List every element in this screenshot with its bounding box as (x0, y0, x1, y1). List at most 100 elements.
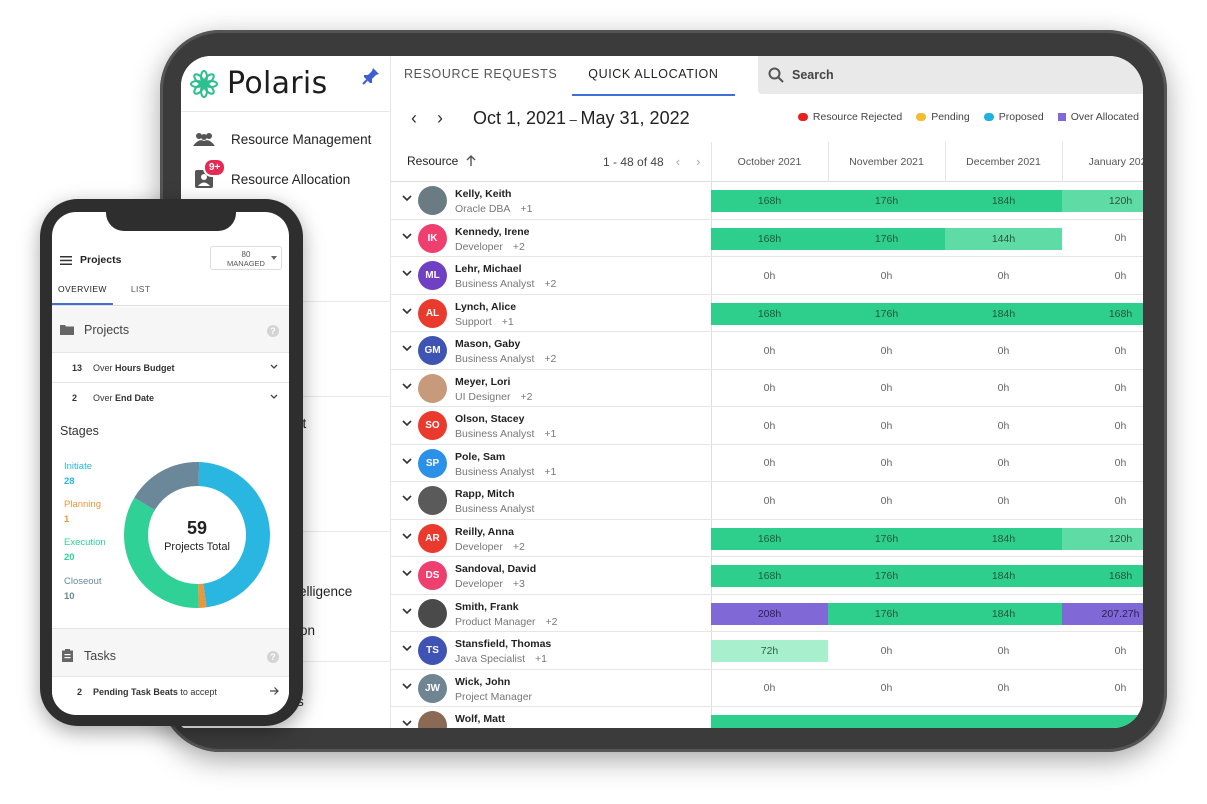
allocation-cell[interactable]: 0h (1114, 457, 1127, 469)
allocation-cell[interactable]: 0h (763, 419, 776, 432)
allocation-cell[interactable]: 0h (1114, 682, 1127, 694)
resource-column-header[interactable]: Resource (407, 154, 478, 168)
allocation-cell[interactable]: 168h (1062, 565, 1143, 587)
allocation-cell[interactable]: 0h (763, 382, 776, 394)
allocation-cell[interactable]: 72h (711, 640, 828, 662)
chevron-down-icon[interactable] (401, 605, 413, 617)
allocation-cell[interactable]: 168h (711, 527, 828, 550)
chevron-down-icon[interactable] (401, 267, 413, 279)
table-row[interactable]: DS Sandoval, David Developer +3 168h 176h 184h… (391, 557, 1143, 595)
resource-name[interactable]: Kennedy, Irene (455, 225, 530, 238)
allocation-cell[interactable]: 120h (1062, 527, 1143, 550)
allocation-cell[interactable]: 0h (763, 494, 776, 507)
tasks-section-header[interactable]: Tasks ? (52, 628, 289, 676)
table-row[interactable]: JW Wick, John Project Manager 0h 0h 0h 0h (391, 670, 1143, 707)
allocation-cell[interactable]: 184h (945, 302, 1062, 325)
resource-name[interactable]: Smith, Frank (455, 600, 519, 613)
menu-icon[interactable] (60, 256, 72, 265)
allocation-cell[interactable]: 168h (711, 565, 828, 587)
table-row[interactable]: GM Mason, Gaby Business Analyst +2 0h 0h 0h 0h (391, 332, 1143, 370)
resource-name[interactable]: Meyer, Lori (455, 375, 511, 388)
allocation-cell[interactable]: 184h (945, 602, 1062, 625)
tab-quick-allocation[interactable]: QUICK ALLOCATION (572, 56, 735, 96)
table-row[interactable]: Rapp, Mitch Business Analyst 0h 0h 0h 0h (391, 482, 1143, 520)
sidebar-item-resource-allocation[interactable]: 9+ Resource Allocation (193, 158, 350, 188)
allocation-cell[interactable]: 176h (828, 602, 945, 625)
allocation-cell[interactable]: 0h (880, 494, 893, 507)
help-icon[interactable]: ? (267, 651, 279, 663)
allocation-cell[interactable]: 168h (711, 190, 828, 212)
allocation-cell[interactable]: 0h (880, 382, 893, 394)
allocation-cell[interactable] (945, 715, 1062, 728)
donut-slice-execution[interactable] (123, 497, 199, 608)
resource-name[interactable]: Mason, Gaby (455, 338, 521, 350)
sidebar-item-partial[interactable]: elligence (299, 584, 353, 599)
allocation-cell[interactable]: 0h (880, 344, 893, 357)
resource-name[interactable]: Pole, Sam (455, 450, 506, 463)
resource-name[interactable]: Lynch, Alice (455, 300, 517, 313)
allocation-cell[interactable]: 0h (1114, 269, 1127, 282)
resource-name[interactable]: Reilly, Anna (455, 525, 514, 538)
resource-name[interactable]: Sandoval, David (455, 563, 537, 575)
chevron-down-icon[interactable] (401, 492, 413, 504)
table-row[interactable]: Kelly, Keith Oracle DBA +1 168h 176h 184h 120h (391, 182, 1143, 220)
allocation-cell[interactable]: 208h (711, 602, 828, 625)
chevron-down-icon[interactable] (401, 342, 413, 354)
donut-slice-closeout[interactable] (134, 462, 200, 510)
logo[interactable]: Polaris (189, 66, 328, 101)
chevron-down-icon[interactable] (401, 642, 413, 654)
next-arrow-icon[interactable]: › (437, 107, 443, 128)
sidebar-item-resource-management[interactable]: Resource Management (193, 130, 371, 148)
date-range[interactable]: Oct 1, 2021 – May 31, 2022 (473, 107, 690, 128)
allocation-cell[interactable]: 0h (997, 382, 1010, 394)
managed-dropdown[interactable]: 80 MANAGED (210, 246, 282, 270)
list-item[interactable]: 13 Over Hours Budget (52, 352, 289, 382)
table-row[interactable]: TS Stansfield, Thomas Java Specialist +1 72h… (391, 632, 1143, 670)
allocation-cell[interactable]: 0h (997, 269, 1010, 282)
pager-prev-icon[interactable]: ‹ (675, 154, 681, 169)
allocation-cell[interactable]: 0h (880, 457, 893, 469)
tab-resource-requests[interactable]: RESOURCE REQUESTS (404, 67, 558, 81)
table-row[interactable]: ML Lehr, Michael Business Analyst +2 0h 0h 0h 0… (391, 257, 1143, 295)
allocation-cell[interactable]: 0h (1114, 382, 1127, 394)
allocation-cell[interactable]: 144h (945, 227, 1062, 250)
pin-icon[interactable] (361, 66, 381, 86)
chevron-down-icon[interactable] (401, 417, 413, 429)
chevron-down-icon[interactable] (401, 305, 413, 317)
resource-name[interactable]: Kelly, Keith (455, 188, 512, 200)
pager-next-icon[interactable]: › (696, 154, 701, 169)
resource-name[interactable]: Rapp, Mitch (455, 488, 515, 500)
list-item[interactable]: 2 Pending Task Beats to accept (52, 676, 289, 706)
stages-donut-chart[interactable] (122, 460, 272, 610)
allocation-cell[interactable]: 0h (997, 644, 1010, 657)
allocation-cell[interactable]: 0h (880, 682, 893, 694)
table-row[interactable]: AL Lynch, Alice Support +1 168h 176h 184h 168h (391, 295, 1143, 332)
table-row[interactable]: Meyer, Lori UI Designer +2 0h 0h 0h 0h (391, 370, 1143, 407)
allocation-cell[interactable]: 176h (828, 565, 945, 587)
allocation-cell[interactable]: 0h (763, 457, 776, 469)
allocation-cell[interactable]: 0h (763, 269, 776, 282)
allocation-cell[interactable]: 184h (945, 565, 1062, 587)
chevron-down-icon[interactable] (401, 380, 413, 392)
allocation-cell[interactable]: 0h (997, 682, 1010, 694)
chevron-down-icon[interactable] (401, 530, 413, 542)
allocation-cell[interactable]: 0h (997, 344, 1010, 357)
donut-slice-planning[interactable] (198, 583, 207, 608)
help-icon[interactable]: ? (267, 325, 279, 337)
prev-arrow-icon[interactable]: ‹ (411, 107, 417, 128)
table-row[interactable]: AR Reilly, Anna Developer +2 168h 176h 184h 120… (391, 520, 1143, 557)
allocation-cell[interactable]: 207.27h (1062, 602, 1143, 625)
table-row[interactable]: SP Pole, Sam Business Analyst +1 0h 0h 0h 0h (391, 445, 1143, 482)
allocation-cell[interactable]: 0h (997, 419, 1010, 432)
allocation-cell[interactable]: 0h (1114, 644, 1127, 657)
allocation-cell[interactable]: 0h (880, 419, 893, 432)
chevron-down-icon[interactable] (401, 230, 413, 242)
table-row[interactable]: IK Kennedy, Irene Developer +2 168h 176h 144h 0… (391, 220, 1143, 257)
allocation-cell[interactable] (711, 715, 828, 728)
allocation-cell[interactable]: 176h (828, 302, 945, 325)
allocation-cell[interactable]: 0h (1114, 232, 1127, 244)
allocation-cell[interactable]: 176h (828, 227, 945, 250)
search-bar[interactable]: Search (758, 56, 1143, 94)
list-item[interactable]: 2 Over End Date (52, 382, 289, 412)
allocation-cell[interactable]: 120h (1062, 190, 1143, 212)
